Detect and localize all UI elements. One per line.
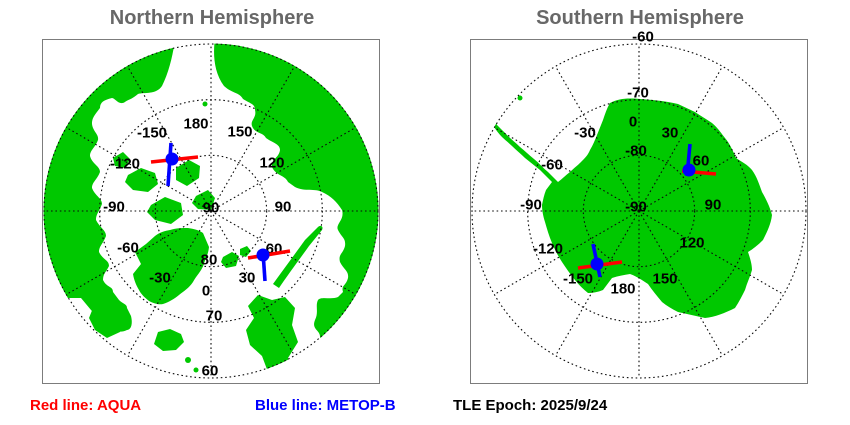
land-greenland [133, 228, 209, 305]
north-meridian-line [210, 210, 295, 356]
south-graticule-label--60: -60 [541, 157, 563, 174]
south-meridian-line [638, 210, 784, 295]
south-graticule-label-120: 120 [679, 235, 704, 252]
land-arctic-island-5 [113, 152, 130, 168]
north-graticule-label--30: -30 [149, 270, 171, 287]
north-map-title: Northern Hemisphere [109, 7, 315, 29]
north-graticule-label-60: 60 [202, 363, 219, 380]
north-meridian-line [66, 127, 212, 212]
north-graticule-label--90: -90 [103, 199, 125, 216]
south-landmasses [489, 95, 772, 318]
land-antarctica [489, 98, 772, 318]
north-map-svg: 180 1501209060300-30-60-90-120-1509080706… [43, 43, 379, 380]
south-graticule-label--90: -90 [520, 197, 542, 214]
south-graticule-label--80: -80 [625, 143, 647, 160]
north-latitude-circle [154, 154, 268, 268]
land-islet-2 [185, 357, 191, 363]
south-map-title: Southern Hemisphere [536, 7, 744, 29]
south-graticule-label-30: 30 [662, 125, 679, 142]
land-arctic-island-1 [125, 168, 158, 192]
north-graticule-label-120: 120 [259, 155, 284, 172]
south-graticule-label--60: -60 [632, 29, 654, 46]
south-meridian-line [555, 210, 640, 356]
south-latitude-circle [471, 43, 807, 379]
land-iceland [154, 329, 184, 351]
south-meridian-line [555, 66, 640, 212]
land-arctic-island-4 [192, 190, 215, 210]
north-graticule-label--120: -120 [110, 156, 140, 173]
south-meridian-line [494, 127, 640, 212]
south-graticule-label--70: -70 [627, 85, 649, 102]
land-svalbard-2 [240, 246, 251, 257]
land-south-islet-1 [517, 95, 523, 101]
land-islet-1 [202, 101, 208, 107]
north-graticule-label-30: 30 [239, 270, 256, 287]
north-satellite-1-position-dot [165, 152, 179, 166]
south-graticule-label-60: 60 [693, 153, 710, 170]
north-graticule-label-150: 150 [227, 124, 252, 141]
north-graticule-label-70: 70 [206, 308, 223, 325]
south-map-box: 0 30 60 90 120 150 180 -150 -120 -90 -60 -30 -90 -80 -… [470, 29, 808, 384]
south-meridian-line [638, 127, 784, 212]
south-satellite-1-position-dot [682, 163, 696, 177]
south-graticule-label--120: -120 [533, 241, 563, 258]
north-graticule-label-180: 180 [183, 116, 208, 133]
south-graticule-label-150: 150 [652, 271, 677, 288]
south-meridian-line [638, 66, 723, 212]
north-meridian-line [127, 66, 212, 212]
north-graticule-label--150: -150 [137, 125, 167, 142]
north-meridian-line [127, 210, 212, 356]
land-novaya-zemlya [273, 225, 323, 288]
north-meridian-line [210, 210, 356, 295]
north-meridian-line [210, 66, 295, 212]
south-graticule-label--150: -150 [563, 271, 593, 288]
north-satellite-2-position-dot [256, 248, 270, 262]
legend-red-aqua: Red line: AQUA [30, 397, 142, 414]
south-meridian-line [638, 210, 723, 356]
legend: Red line: AQUA Blue line: METOP-B TLE Ep… [0, 397, 850, 417]
south-latitude-circle [582, 154, 696, 268]
north-graticule-label-90: 90 [203, 200, 220, 217]
south-satellite-2-position-dot [590, 257, 604, 271]
land-scandinavia [246, 295, 298, 379]
south-graticule-label--90: -90 [625, 199, 647, 216]
south-graticule-label-180: 180 [610, 281, 635, 298]
north-meridian-line [210, 127, 356, 212]
north-map-box: 180 150 120 90 60 30 0 -30 -60 -90 -120 -150 90 80 70 6… [42, 39, 380, 384]
south-meridian-line [494, 210, 640, 295]
north-graticule-label-80: 80 [201, 252, 218, 269]
legend-tle-epoch: TLE Epoch: 2025/9/24 [453, 397, 608, 414]
north-graticule-label-90: 90 [275, 199, 292, 216]
south-graticule-label-0: 0 [629, 114, 637, 131]
land-islet-3 [193, 367, 199, 373]
north-graticule-label--60: -60 [117, 240, 139, 257]
south-graticule-label--30: -30 [574, 125, 596, 142]
land-labrador [89, 300, 125, 338]
north-graticule-label-0: 0 [202, 283, 210, 300]
north-meridian-line [66, 210, 212, 295]
land-svalbard-1 [221, 252, 239, 268]
north-latitude-circle [43, 43, 379, 379]
south-map-svg: 0 30 60 90 120 150 180 -150-120 -90 -60 -30 -90 -80 -… [471, 29, 807, 379]
south-graticule-label-90: 90 [705, 197, 722, 214]
land-arctic-island-3 [176, 160, 200, 186]
land-siberia-eurasia [214, 43, 379, 379]
legend-blue-metopb: Blue line: METOP-B [255, 397, 396, 414]
